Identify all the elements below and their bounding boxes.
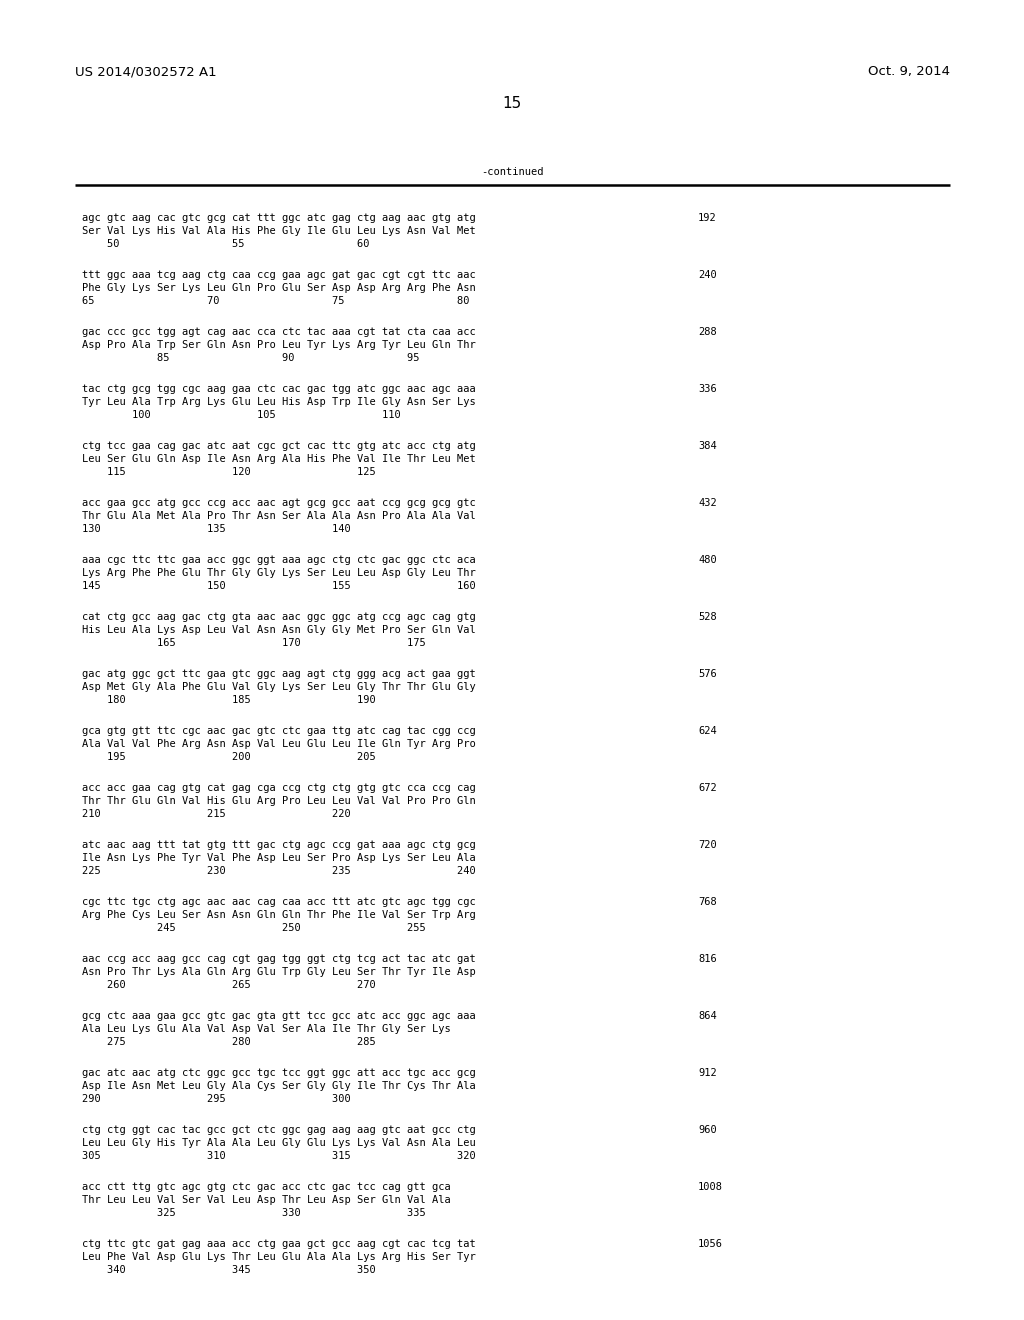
Text: Thr Glu Ala Met Ala Pro Thr Asn Ser Ala Ala Asn Pro Ala Ala Val: Thr Glu Ala Met Ala Pro Thr Asn Ser Ala … [82, 511, 476, 521]
Text: 528: 528 [698, 612, 717, 622]
Text: 85                  90                  95: 85 90 95 [82, 352, 420, 363]
Text: 210                 215                 220: 210 215 220 [82, 809, 351, 818]
Text: 1056: 1056 [698, 1239, 723, 1249]
Text: gcg ctc aaa gaa gcc gtc gac gta gtt tcc gcc atc acc ggc agc aaa: gcg ctc aaa gaa gcc gtc gac gta gtt tcc … [82, 1011, 476, 1020]
Text: aaa cgc ttc ttc gaa acc ggc ggt aaa agc ctg ctc gac ggc ctc aca: aaa cgc ttc ttc gaa acc ggc ggt aaa agc … [82, 554, 476, 565]
Text: acc acc gaa cag gtg cat gag cga ccg ctg ctg gtg gtc cca ccg cag: acc acc gaa cag gtg cat gag cga ccg ctg … [82, 783, 476, 793]
Text: 180                 185                 190: 180 185 190 [82, 696, 376, 705]
Text: 290                 295                 300: 290 295 300 [82, 1094, 351, 1104]
Text: 145                 150                 155                 160: 145 150 155 160 [82, 581, 476, 591]
Text: Thr Leu Leu Val Ser Val Leu Asp Thr Leu Asp Ser Gln Val Ala: Thr Leu Leu Val Ser Val Leu Asp Thr Leu … [82, 1195, 451, 1205]
Text: 65                  70                  75                  80: 65 70 75 80 [82, 296, 469, 306]
Text: 384: 384 [698, 441, 717, 451]
Text: 225                 230                 235                 240: 225 230 235 240 [82, 866, 476, 876]
Text: 260                 265                 270: 260 265 270 [82, 979, 376, 990]
Text: gac atc aac atg ctc ggc gcc tgc tcc ggt ggc att acc tgc acc gcg: gac atc aac atg ctc ggc gcc tgc tcc ggt … [82, 1068, 476, 1078]
Text: His Leu Ala Lys Asp Leu Val Asn Asn Gly Gly Met Pro Ser Gln Val: His Leu Ala Lys Asp Leu Val Asn Asn Gly … [82, 624, 476, 635]
Text: Asn Pro Thr Lys Ala Gln Arg Glu Trp Gly Leu Ser Thr Tyr Ile Asp: Asn Pro Thr Lys Ala Gln Arg Glu Trp Gly … [82, 968, 476, 977]
Text: acc gaa gcc atg gcc ccg acc aac agt gcg gcc aat ccg gcg gcg gtc: acc gaa gcc atg gcc ccg acc aac agt gcg … [82, 498, 476, 508]
Text: 305                 310                 315                 320: 305 310 315 320 [82, 1151, 476, 1162]
Text: Tyr Leu Ala Trp Arg Lys Glu Leu His Asp Trp Ile Gly Asn Ser Lys: Tyr Leu Ala Trp Arg Lys Glu Leu His Asp … [82, 397, 476, 407]
Text: aac ccg acc aag gcc cag cgt gag tgg ggt ctg tcg act tac atc gat: aac ccg acc aag gcc cag cgt gag tgg ggt … [82, 954, 476, 964]
Text: 240: 240 [698, 271, 717, 280]
Text: Leu Ser Glu Gln Asp Ile Asn Arg Ala His Phe Val Ile Thr Leu Met: Leu Ser Glu Gln Asp Ile Asn Arg Ala His … [82, 454, 476, 465]
Text: ctg ctg ggt cac tac gcc gct ctc ggc gag aag aag gtc aat gcc ctg: ctg ctg ggt cac tac gcc gct ctc ggc gag … [82, 1125, 476, 1135]
Text: 576: 576 [698, 669, 717, 678]
Text: Ser Val Lys His Val Ala His Phe Gly Ile Glu Leu Lys Asn Val Met: Ser Val Lys His Val Ala His Phe Gly Ile … [82, 226, 476, 236]
Text: Lys Arg Phe Phe Glu Thr Gly Gly Lys Ser Leu Leu Asp Gly Leu Thr: Lys Arg Phe Phe Glu Thr Gly Gly Lys Ser … [82, 568, 476, 578]
Text: gac ccc gcc tgg agt cag aac cca ctc tac aaa cgt tat cta caa acc: gac ccc gcc tgg agt cag aac cca ctc tac … [82, 327, 476, 337]
Text: US 2014/0302572 A1: US 2014/0302572 A1 [75, 66, 217, 78]
Text: Arg Phe Cys Leu Ser Asn Asn Gln Gln Thr Phe Ile Val Ser Trp Arg: Arg Phe Cys Leu Ser Asn Asn Gln Gln Thr … [82, 909, 476, 920]
Text: 245                 250                 255: 245 250 255 [82, 923, 426, 933]
Text: -continued: -continued [480, 168, 544, 177]
Text: Oct. 9, 2014: Oct. 9, 2014 [868, 66, 950, 78]
Text: 816: 816 [698, 954, 717, 964]
Text: ctg tcc gaa cag gac atc aat cgc gct cac ttc gtg atc acc ctg atg: ctg tcc gaa cag gac atc aat cgc gct cac … [82, 441, 476, 451]
Text: 275                 280                 285: 275 280 285 [82, 1038, 376, 1047]
Text: 325                 330                 335: 325 330 335 [82, 1208, 426, 1218]
Text: cgc ttc tgc ctg agc aac aac cag caa acc ttt atc gtc agc tgg cgc: cgc ttc tgc ctg agc aac aac cag caa acc … [82, 898, 476, 907]
Text: 720: 720 [698, 840, 717, 850]
Text: 864: 864 [698, 1011, 717, 1020]
Text: Asp Met Gly Ala Phe Glu Val Gly Lys Ser Leu Gly Thr Thr Glu Gly: Asp Met Gly Ala Phe Glu Val Gly Lys Ser … [82, 682, 476, 692]
Text: 288: 288 [698, 327, 717, 337]
Text: 50                  55                  60: 50 55 60 [82, 239, 370, 249]
Text: atc aac aag ttt tat gtg ttt gac ctg agc ccg gat aaa agc ctg gcg: atc aac aag ttt tat gtg ttt gac ctg agc … [82, 840, 476, 850]
Text: Thr Thr Glu Gln Val His Glu Arg Pro Leu Leu Val Val Pro Pro Gln: Thr Thr Glu Gln Val His Glu Arg Pro Leu … [82, 796, 476, 807]
Text: 432: 432 [698, 498, 717, 508]
Text: 912: 912 [698, 1068, 717, 1078]
Text: 192: 192 [698, 213, 717, 223]
Text: Ile Asn Lys Phe Tyr Val Phe Asp Leu Ser Pro Asp Lys Ser Leu Ala: Ile Asn Lys Phe Tyr Val Phe Asp Leu Ser … [82, 853, 476, 863]
Text: Asp Pro Ala Trp Ser Gln Asn Pro Leu Tyr Lys Arg Tyr Leu Gln Thr: Asp Pro Ala Trp Ser Gln Asn Pro Leu Tyr … [82, 341, 476, 350]
Text: 480: 480 [698, 554, 717, 565]
Text: 15: 15 [503, 95, 521, 111]
Text: acc ctt ttg gtc agc gtg ctc gac acc ctc gac tcc cag gtt gca: acc ctt ttg gtc agc gtg ctc gac acc ctc … [82, 1181, 451, 1192]
Text: Ala Val Val Phe Arg Asn Asp Val Leu Glu Leu Ile Gln Tyr Arg Pro: Ala Val Val Phe Arg Asn Asp Val Leu Glu … [82, 739, 476, 748]
Text: 130                 135                 140: 130 135 140 [82, 524, 351, 535]
Text: gca gtg gtt ttc cgc aac gac gtc ctc gaa ttg atc cag tac cgg ccg: gca gtg gtt ttc cgc aac gac gtc ctc gaa … [82, 726, 476, 737]
Text: agc gtc aag cac gtc gcg cat ttt ggc atc gag ctg aag aac gtg atg: agc gtc aag cac gtc gcg cat ttt ggc atc … [82, 213, 476, 223]
Text: Leu Leu Gly His Tyr Ala Ala Leu Gly Glu Lys Lys Val Asn Ala Leu: Leu Leu Gly His Tyr Ala Ala Leu Gly Glu … [82, 1138, 476, 1148]
Text: 960: 960 [698, 1125, 717, 1135]
Text: ttt ggc aaa tcg aag ctg caa ccg gaa agc gat gac cgt cgt ttc aac: ttt ggc aaa tcg aag ctg caa ccg gaa agc … [82, 271, 476, 280]
Text: gac atg ggc gct ttc gaa gtc ggc aag agt ctg ggg acg act gaa ggt: gac atg ggc gct ttc gaa gtc ggc aag agt … [82, 669, 476, 678]
Text: 340                 345                 350: 340 345 350 [82, 1265, 376, 1275]
Text: Phe Gly Lys Ser Lys Leu Gln Pro Glu Ser Asp Asp Arg Arg Phe Asn: Phe Gly Lys Ser Lys Leu Gln Pro Glu Ser … [82, 282, 476, 293]
Text: 624: 624 [698, 726, 717, 737]
Text: cat ctg gcc aag gac ctg gta aac aac ggc ggc atg ccg agc cag gtg: cat ctg gcc aag gac ctg gta aac aac ggc … [82, 612, 476, 622]
Text: 336: 336 [698, 384, 717, 393]
Text: 672: 672 [698, 783, 717, 793]
Text: 195                 200                 205: 195 200 205 [82, 752, 376, 762]
Text: ctg ttc gtc gat gag aaa acc ctg gaa gct gcc aag cgt cac tcg tat: ctg ttc gtc gat gag aaa acc ctg gaa gct … [82, 1239, 476, 1249]
Text: Asp Ile Asn Met Leu Gly Ala Cys Ser Gly Gly Ile Thr Cys Thr Ala: Asp Ile Asn Met Leu Gly Ala Cys Ser Gly … [82, 1081, 476, 1092]
Text: 115                 120                 125: 115 120 125 [82, 467, 376, 477]
Text: Leu Phe Val Asp Glu Lys Thr Leu Glu Ala Ala Lys Arg His Ser Tyr: Leu Phe Val Asp Glu Lys Thr Leu Glu Ala … [82, 1251, 476, 1262]
Text: tac ctg gcg tgg cgc aag gaa ctc cac gac tgg atc ggc aac agc aaa: tac ctg gcg tgg cgc aag gaa ctc cac gac … [82, 384, 476, 393]
Text: 100                 105                 110: 100 105 110 [82, 411, 400, 420]
Text: 165                 170                 175: 165 170 175 [82, 638, 426, 648]
Text: Ala Leu Lys Glu Ala Val Asp Val Ser Ala Ile Thr Gly Ser Lys: Ala Leu Lys Glu Ala Val Asp Val Ser Ala … [82, 1024, 451, 1034]
Text: 768: 768 [698, 898, 717, 907]
Text: 1008: 1008 [698, 1181, 723, 1192]
